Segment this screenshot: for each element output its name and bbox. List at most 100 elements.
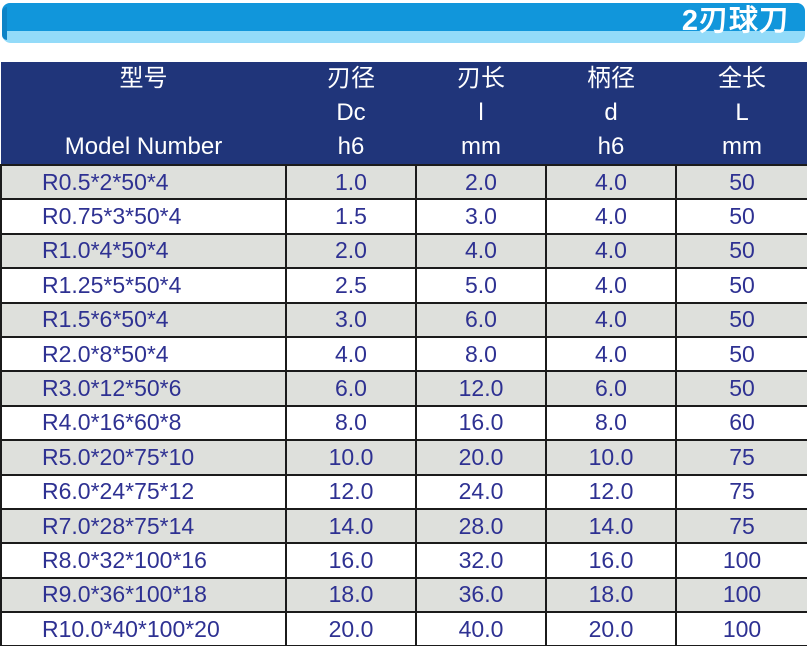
value-cell: 14.0 <box>545 507 677 545</box>
table-row: R10.0*40*100*20 20.0 40.0 20.0 100 <box>0 611 807 646</box>
model-cell: R6.0*24*75*12 <box>0 473 287 510</box>
value-cell: 2.0 <box>285 232 417 270</box>
value-cell: 4.0 <box>545 301 677 338</box>
value-cell: 1.0 <box>285 163 417 201</box>
value-cell: 18.0 <box>545 576 677 614</box>
value-cell: 4.0 <box>285 335 417 373</box>
value-cell: 36.0 <box>415 576 547 614</box>
value-cell: 20.0 <box>545 611 677 646</box>
value-cell: 24.0 <box>415 473 547 510</box>
col-label-zh: 型号 <box>119 65 168 92</box>
model-cell: R1.5*6*50*4 <box>0 301 287 338</box>
value-cell: 2.5 <box>285 267 417 304</box>
value-cell: 6.0 <box>285 370 417 407</box>
value-cell: 8.0 <box>545 404 677 442</box>
value-cell: 28.0 <box>415 507 547 545</box>
table-row: R1.5*6*50*4 3.0 6.0 4.0 50 <box>0 301 807 338</box>
col-label-unit: mm <box>722 133 762 160</box>
model-cell: R7.0*28*75*14 <box>0 507 287 545</box>
value-cell: 60 <box>675 404 807 442</box>
table-row: R6.0*24*75*12 12.0 24.0 12.0 75 <box>0 473 807 510</box>
table-header: 型号 Model Number 刃径 Dc h6 刃长 l mm 柄径 d h6… <box>1 62 807 165</box>
value-cell: 4.0 <box>545 163 677 201</box>
value-cell: 12.0 <box>545 473 677 510</box>
value-cell: 50 <box>675 198 807 235</box>
value-cell: 100 <box>675 542 807 579</box>
table-row: R4.0*16*60*8 8.0 16.0 8.0 60 <box>0 404 807 442</box>
value-cell: 10.0 <box>545 439 677 476</box>
col-label-unit: h6 <box>337 133 365 160</box>
col-label-zh: 刃长 <box>457 65 505 92</box>
value-cell: 75 <box>675 507 807 545</box>
value-cell: 12.0 <box>415 370 547 407</box>
value-cell: 3.0 <box>415 198 547 235</box>
value-cell: 4.0 <box>545 232 677 270</box>
model-cell: R8.0*32*100*16 <box>0 542 287 579</box>
value-cell: 6.0 <box>415 301 547 338</box>
col-label-unit: mm <box>461 133 501 160</box>
spec-table: 型号 Model Number 刃径 Dc h6 刃长 l mm 柄径 d h6… <box>0 62 807 646</box>
table-row: R2.0*8*50*4 4.0 8.0 4.0 50 <box>0 335 807 373</box>
col-label-symbol: l <box>478 99 484 126</box>
col-label-en: Model Number <box>64 133 223 160</box>
value-cell: 3.0 <box>285 301 417 338</box>
value-cell: 50 <box>675 370 807 407</box>
model-cell: R2.0*8*50*4 <box>0 335 287 373</box>
value-cell: 50 <box>675 301 807 338</box>
col-header-model: 型号 Model Number <box>1 62 286 165</box>
table-row: R0.5*2*50*4 1.0 2.0 4.0 50 <box>0 163 807 201</box>
value-cell: 4.0 <box>545 267 677 304</box>
table-row: R1.0*4*50*4 2.0 4.0 4.0 50 <box>0 232 807 270</box>
value-cell: 6.0 <box>545 370 677 407</box>
value-cell: 16.0 <box>285 542 417 579</box>
value-cell: 4.0 <box>415 232 547 270</box>
col-label-zh: 刃径 <box>327 65 375 92</box>
value-cell: 16.0 <box>545 542 677 579</box>
col-header-overall-length: 全长 L mm <box>676 62 807 165</box>
model-cell: R4.0*16*60*8 <box>0 404 287 442</box>
col-header-shank-diameter: 柄径 d h6 <box>546 62 676 165</box>
value-cell: 2.0 <box>415 163 547 201</box>
value-cell: 50 <box>675 232 807 270</box>
model-cell: R5.0*20*75*10 <box>0 439 287 476</box>
value-cell: 40.0 <box>415 611 547 646</box>
value-cell: 8.0 <box>415 335 547 373</box>
table-row: R3.0*12*50*6 6.0 12.0 6.0 50 <box>0 370 807 407</box>
table-body: R0.5*2*50*4 1.0 2.0 4.0 50 R0.75*3*50*4 1.5 3.0… <box>0 163 807 646</box>
value-cell: 8.0 <box>285 404 417 442</box>
table-row: R9.0*36*100*18 18.0 36.0 18.0 100 <box>0 576 807 614</box>
value-cell: 4.0 <box>545 335 677 373</box>
table-row: R7.0*28*75*14 14.0 28.0 14.0 75 <box>0 507 807 545</box>
col-label-zh: 全长 <box>718 65 766 92</box>
value-cell: 75 <box>675 473 807 510</box>
model-cell: R0.75*3*50*4 <box>0 198 287 235</box>
model-cell: R9.0*36*100*18 <box>0 576 287 614</box>
model-cell: R3.0*12*50*6 <box>0 370 287 407</box>
value-cell: 32.0 <box>415 542 547 579</box>
value-cell: 20.0 <box>415 439 547 476</box>
table-row: R8.0*32*100*16 16.0 32.0 16.0 100 <box>0 542 807 579</box>
col-header-cutting-diameter: 刃径 Dc h6 <box>286 62 416 165</box>
model-cell: R0.5*2*50*4 <box>0 163 287 201</box>
value-cell: 50 <box>675 163 807 201</box>
value-cell: 10.0 <box>285 439 417 476</box>
col-label-symbol: L <box>735 99 749 126</box>
value-cell: 16.0 <box>415 404 547 442</box>
model-cell: R1.0*4*50*4 <box>0 232 287 270</box>
value-cell: 100 <box>675 576 807 614</box>
table-row: R5.0*20*75*10 10.0 20.0 10.0 75 <box>0 439 807 476</box>
col-label-symbol: Dc <box>336 99 366 126</box>
value-cell: 50 <box>675 335 807 373</box>
col-label-spacer <box>1 96 286 130</box>
col-header-flute-length: 刃长 l mm <box>416 62 546 165</box>
table-row: R0.75*3*50*4 1.5 3.0 4.0 50 <box>0 198 807 235</box>
value-cell: 5.0 <box>415 267 547 304</box>
value-cell: 14.0 <box>285 507 417 545</box>
page-title: 2刃球刀 <box>681 5 789 37</box>
value-cell: 100 <box>675 611 807 646</box>
value-cell: 75 <box>675 439 807 476</box>
title-banner: 2刃球刀 <box>2 3 805 43</box>
header-row: 型号 Model Number 刃径 Dc h6 刃长 l mm 柄径 d h6… <box>1 62 807 165</box>
value-cell: 1.5 <box>285 198 417 235</box>
model-cell: R10.0*40*100*20 <box>0 611 287 646</box>
